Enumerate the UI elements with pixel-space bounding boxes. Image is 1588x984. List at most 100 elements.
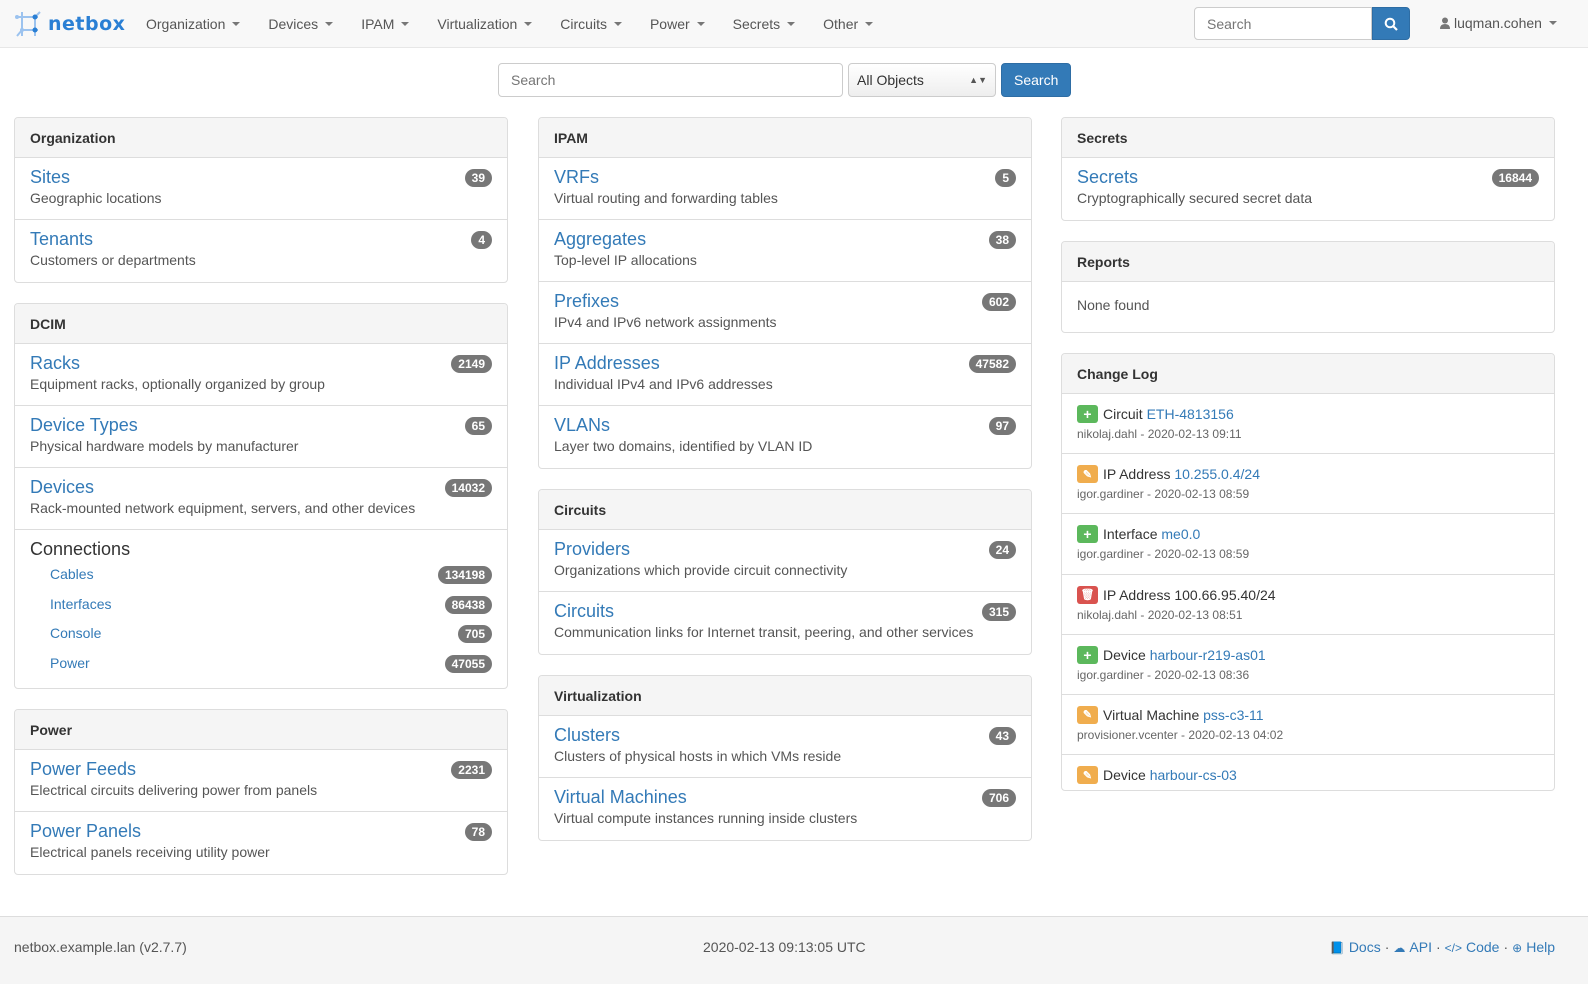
item-description: Customers or departments bbox=[30, 252, 196, 268]
item-description: Electrical circuits delivering power fro… bbox=[30, 782, 318, 798]
item-description: Top-level IP allocations bbox=[554, 252, 697, 268]
connections-section: Connections Cables 134198 Interfaces 86438 Co… bbox=[15, 530, 507, 688]
lifebuoy-icon: ⊕ bbox=[1512, 941, 1523, 955]
object-link[interactable]: pss-c3-11 bbox=[1203, 706, 1264, 723]
panel-heading: Secrets bbox=[1062, 118, 1554, 158]
item-link[interactable]: Device Types bbox=[30, 415, 138, 435]
entry-user: igor.gardiner bbox=[1077, 487, 1144, 502]
caret-down-icon bbox=[325, 21, 334, 26]
object-link[interactable]: ETH-4813156 bbox=[1146, 406, 1234, 422]
count-badge: 2149 bbox=[451, 355, 492, 373]
footer-link-code[interactable]: </> Code bbox=[1445, 939, 1500, 955]
count-badge: 24 bbox=[988, 541, 1016, 559]
footer-link-docs[interactable]: 📘 Docs bbox=[1330, 939, 1381, 955]
navbar-search-button[interactable] bbox=[1372, 7, 1410, 40]
code-icon: </> bbox=[1444, 941, 1462, 955]
menu-label: Devices bbox=[268, 15, 319, 32]
changelog-entry: + Device harbour-r219-as01 igor.gardiner -… bbox=[1062, 635, 1554, 695]
footer-link-api[interactable]: ☁ API bbox=[1393, 939, 1432, 955]
changelog-list[interactable]: + Circuit ETH-4813156 nikolaj.dahl - 2020-… bbox=[1062, 394, 1554, 790]
item-link[interactable]: Providers bbox=[554, 539, 631, 559]
object-link[interactable]: 10.255.0.4/24 bbox=[1174, 466, 1260, 483]
username: luqman.cohen bbox=[1454, 15, 1542, 31]
brand-logo[interactable]: netbox bbox=[14, 10, 132, 38]
menu-ipam[interactable]: IPAM bbox=[347, 0, 423, 48]
entry-meta: provisioner.vcenter - 2020-02-13 04:02 bbox=[1077, 727, 1284, 742]
panel-heading: Power bbox=[15, 710, 507, 750]
column-middle: IPAM VRFs Virtual routing and forwarding t… bbox=[538, 117, 1032, 861]
item-link[interactable]: Virtual Machines bbox=[554, 787, 687, 807]
panel-heading: Reports bbox=[1062, 242, 1554, 282]
object-link[interactable]: harbour-cs-03 bbox=[1149, 767, 1237, 784]
item-link[interactable]: VRFs bbox=[554, 167, 599, 187]
menu-devices[interactable]: Devices bbox=[254, 0, 347, 48]
connection-link[interactable]: Cables bbox=[50, 566, 94, 582]
panel-heading: DCIM bbox=[15, 304, 507, 344]
panel-item-providers: Providers Organizations which provide cir… bbox=[539, 530, 1031, 592]
panel-item-virtual-machines: Virtual Machines Virtual compute instance… bbox=[539, 778, 1031, 840]
connection-link[interactable]: Power bbox=[50, 654, 90, 671]
changelog-entry: ✎ Device harbour-cs-03 bbox=[1062, 755, 1554, 790]
count-badge: 134198 bbox=[437, 566, 492, 584]
select-arrows-icon: ▲▼ bbox=[969, 75, 987, 85]
panel-item-circuits: Circuits Communication links for Internet… bbox=[539, 592, 1031, 654]
separator: · bbox=[1435, 939, 1441, 955]
item-link[interactable]: IP Addresses bbox=[554, 353, 660, 373]
panel-item-tenants: Tenants Customers or departments 4 bbox=[15, 220, 507, 282]
footer: netbox.example.lan (v2.7.7) 2020-02-13 0… bbox=[0, 916, 1588, 984]
navbar-search-input[interactable] bbox=[1194, 7, 1372, 40]
count-badge: 43 bbox=[988, 727, 1016, 745]
user-menu[interactable]: luqman.cohen bbox=[1440, 15, 1557, 31]
item-link[interactable]: Sites bbox=[30, 167, 71, 187]
menu-other[interactable]: Other bbox=[809, 0, 887, 48]
object-type-select[interactable]: All Objects ▲▼ bbox=[848, 63, 996, 97]
panel-dcim: DCIM Racks Equipment racks, optionally org… bbox=[14, 303, 508, 689]
entry-time: 2020-02-13 09:11 bbox=[1147, 427, 1242, 441]
item-link[interactable]: Tenants bbox=[30, 229, 94, 249]
item-link[interactable]: Secrets bbox=[1077, 167, 1139, 187]
item-description: Cryptographically secured secret data bbox=[1077, 190, 1313, 206]
item-link[interactable]: Power Feeds bbox=[30, 759, 137, 779]
connection-link[interactable]: Interfaces bbox=[50, 595, 112, 612]
panel-power: Power Power Feeds Electrical circuits deli… bbox=[14, 709, 508, 875]
menu-organization[interactable]: Organization bbox=[132, 0, 254, 48]
panel-virtualization: Virtualization Clusters Clusters of physic… bbox=[538, 675, 1032, 841]
item-link[interactable]: Aggregates bbox=[554, 229, 647, 249]
separator: · bbox=[1503, 939, 1509, 955]
menu-label: Organization bbox=[146, 15, 226, 32]
connection-link[interactable]: Console bbox=[50, 625, 102, 641]
item-description: IPv4 and IPv6 network assignments bbox=[554, 314, 777, 330]
item-link[interactable]: Clusters bbox=[554, 725, 621, 745]
menu-circuits[interactable]: Circuits bbox=[546, 0, 636, 48]
navbar-search bbox=[1194, 7, 1410, 40]
footer-link-label: Docs bbox=[1348, 939, 1381, 955]
menu-secrets[interactable]: Secrets bbox=[719, 0, 809, 48]
count-badge: 705 bbox=[457, 625, 492, 643]
count-badge: 16844 bbox=[1491, 169, 1539, 187]
panel-heading: Organization bbox=[15, 118, 507, 158]
menu-power[interactable]: Power bbox=[636, 0, 719, 48]
object-link[interactable]: harbour-r219-as01 bbox=[1149, 646, 1266, 663]
item-link[interactable]: Devices bbox=[30, 477, 95, 497]
entry-meta: igor.gardiner - 2020-02-13 08:36 bbox=[1077, 667, 1250, 682]
footer-link-help[interactable]: ⊕ Help bbox=[1512, 939, 1555, 955]
item-description: Electrical panels receiving utility powe… bbox=[30, 844, 270, 860]
count-badge: 14032 bbox=[444, 479, 492, 497]
panel-item-vrfs: VRFs Virtual routing and forwarding table… bbox=[539, 158, 1031, 220]
panel-changelog: Change Log + Circuit ETH-4813156 nikolaj.da… bbox=[1061, 353, 1555, 791]
object-link[interactable]: me0.0 bbox=[1161, 526, 1201, 543]
item-link[interactable]: Power Panels bbox=[30, 821, 142, 841]
item-link[interactable]: VLANs bbox=[554, 415, 611, 435]
item-link[interactable]: Prefixes bbox=[554, 291, 620, 311]
item-description: Rack-mounted network equipment, servers,… bbox=[30, 500, 416, 516]
caret-down-icon bbox=[613, 21, 622, 26]
global-search-input[interactable] bbox=[498, 63, 843, 97]
entry-user: nikolaj.dahl bbox=[1077, 607, 1138, 622]
menu-label: Power bbox=[649, 15, 690, 32]
menu-virtualization[interactable]: Virtualization bbox=[423, 0, 546, 48]
global-search-button[interactable]: Search bbox=[1001, 63, 1072, 97]
count-badge: 4 bbox=[471, 231, 492, 249]
footer-link-label: Help bbox=[1526, 939, 1555, 955]
item-link[interactable]: Racks bbox=[30, 353, 81, 373]
item-link[interactable]: Circuits bbox=[554, 601, 615, 621]
